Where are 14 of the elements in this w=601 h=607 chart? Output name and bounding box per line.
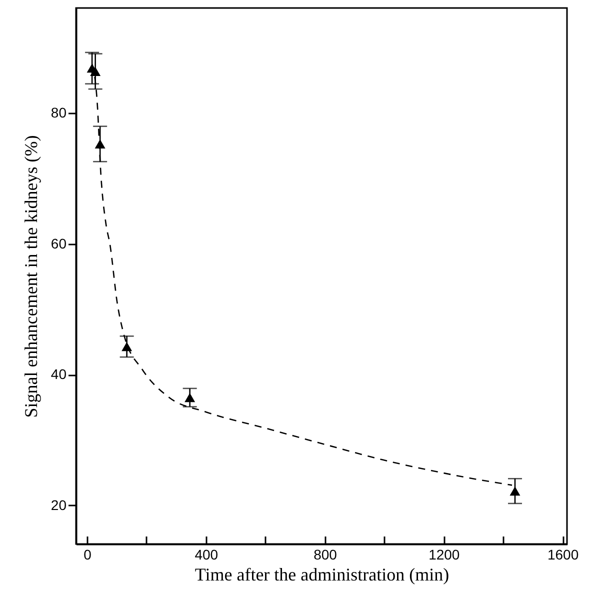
x-axis-title: Time after the administration (min) [194, 564, 450, 584]
y-axis-title: Signal enhancement in the kidneys (%) [20, 135, 41, 418]
x-tick-label: 800 [314, 546, 338, 562]
x-tick-label: 1200 [428, 546, 460, 562]
x-tick-label: 400 [194, 546, 218, 562]
point [510, 486, 520, 496]
y-tick-label: 20 [50, 496, 67, 513]
point [184, 393, 196, 402]
point [90, 66, 101, 76]
y-tick-label: 80 [50, 104, 67, 121]
x-tick-label: 0 [84, 546, 92, 562]
y-tick-label: 60 [50, 235, 67, 252]
y-tick-label: 40 [50, 366, 67, 382]
x-tick-label: 1600 [547, 546, 579, 562]
